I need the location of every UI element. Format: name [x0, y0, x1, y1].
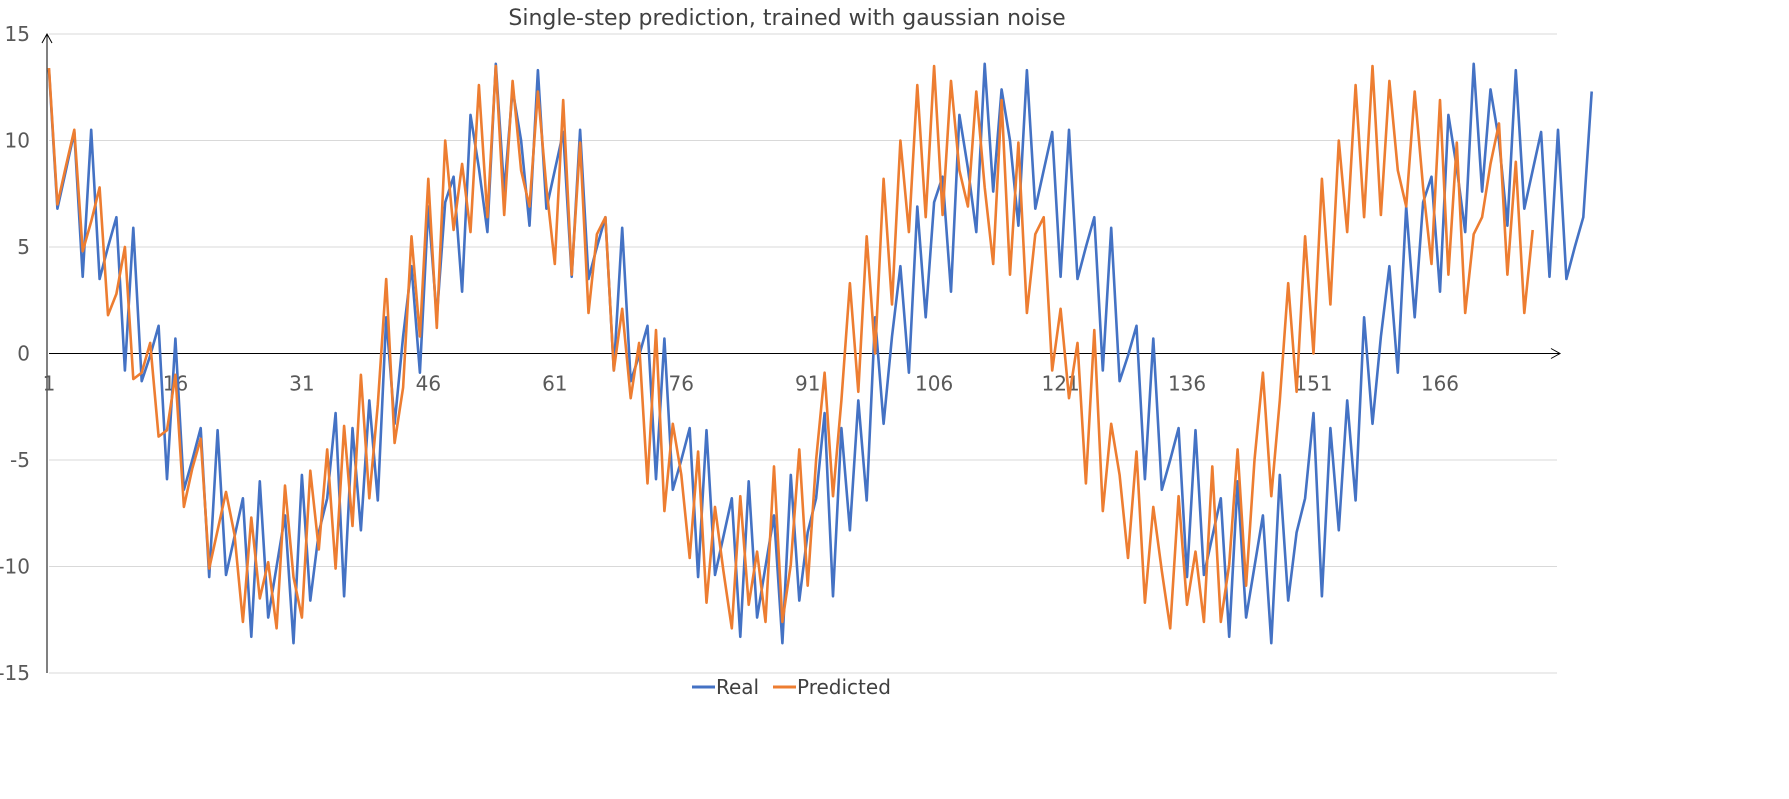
y-tick-label: 10: [5, 129, 30, 153]
x-tick-label: 31: [289, 372, 314, 396]
y-tick-label: 0: [17, 342, 30, 366]
x-tick-label: 91: [795, 372, 820, 396]
series-line-predicted: [47, 64, 1534, 630]
x-tick-label: 76: [669, 372, 694, 396]
x-tick-label: 106: [915, 372, 953, 396]
x-tick-label: 1: [43, 372, 56, 396]
x-tick-label: 166: [1421, 372, 1459, 396]
y-tick-label: 15: [5, 22, 30, 46]
series-lines: [47, 62, 1593, 645]
x-tick-label: 151: [1294, 372, 1332, 396]
x-axis-arrow: [1550, 348, 1562, 359]
y-tick-label: -15: [0, 661, 30, 685]
y-tick-label: -10: [0, 555, 30, 579]
y-tick-label: 5: [17, 235, 30, 259]
chart-title: Single-step prediction, trained with gau…: [508, 6, 1065, 31]
x-tick-label: 46: [416, 372, 441, 396]
x-tick-label: 121: [1042, 372, 1080, 396]
y-tick-label: -5: [10, 448, 30, 472]
legend-label-real: Real: [716, 675, 759, 699]
y-axis-arrow: [41, 32, 53, 44]
x-tick-label: 61: [542, 372, 567, 396]
legend: Real Predicted: [692, 675, 891, 699]
legend-label-predicted: Predicted: [797, 675, 891, 699]
x-tick-label: 136: [1168, 372, 1206, 396]
